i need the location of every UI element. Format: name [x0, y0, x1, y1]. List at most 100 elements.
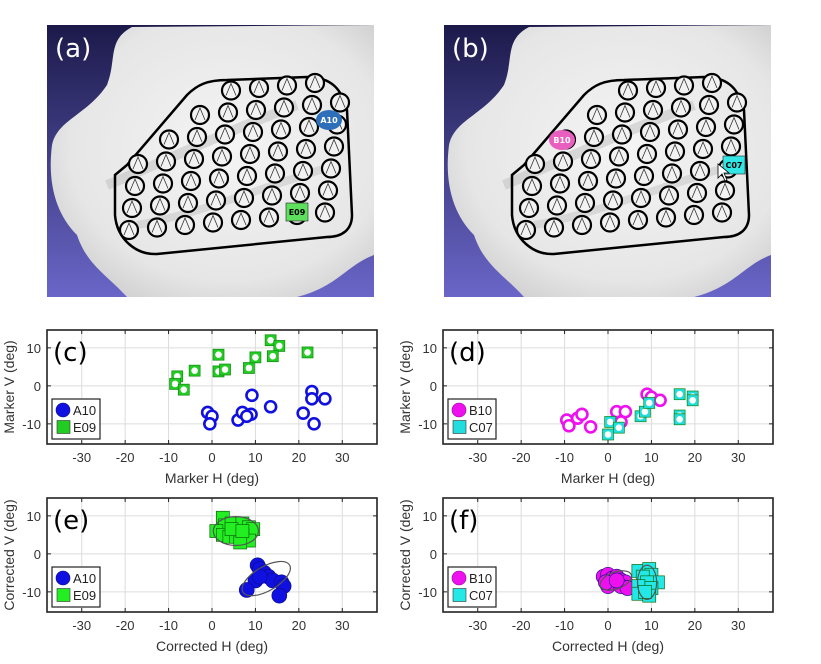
confidence-ellipse	[599, 570, 633, 591]
legend-marker-circle	[451, 402, 467, 418]
electrode	[614, 102, 636, 123]
data-point	[600, 578, 616, 594]
chart-panel-f: -30 -20 -10 0 10 20 30 -10 0 10 Corrected H (deg) C…	[397, 497, 774, 654]
confidence-ellipse	[636, 564, 658, 601]
data-point	[318, 391, 332, 406]
electrode	[264, 163, 286, 184]
axes-box	[46, 497, 378, 613]
electrode	[214, 124, 236, 145]
data-point-inner	[269, 352, 277, 360]
electrode-badge-e09: E09	[285, 202, 309, 222]
panel-label: (e)	[53, 506, 89, 536]
data-point	[634, 410, 647, 423]
data-point	[231, 413, 245, 427]
data-point-inner	[276, 342, 283, 350]
legend-item-e09: E09	[56, 588, 96, 603]
data-point-inner	[676, 390, 683, 398]
confidence-ellipse	[212, 516, 260, 547]
electrode	[273, 97, 295, 118]
electrode	[304, 72, 326, 94]
electrode	[686, 182, 708, 204]
electrode	[605, 168, 627, 189]
legend-marker-square	[56, 420, 71, 434]
data-point	[256, 565, 272, 581]
electrode	[683, 204, 705, 226]
data-point	[673, 409, 686, 422]
electrode-grid-outline	[510, 75, 751, 256]
electrode	[317, 180, 339, 201]
brain-render-a: (a) A10 E09	[47, 25, 374, 297]
electrode	[580, 148, 602, 170]
plot-area	[47, 498, 377, 612]
data-point	[275, 578, 292, 594]
x-axis-label: Corrected H (deg)	[156, 638, 268, 654]
electrode	[524, 153, 546, 175]
electrode	[645, 77, 667, 99]
data-point	[673, 388, 686, 401]
data-point	[598, 574, 614, 591]
electrode	[661, 163, 683, 184]
sulcus	[105, 100, 299, 190]
data-point	[235, 524, 250, 538]
data-point	[673, 413, 686, 426]
legend-label: C07	[469, 420, 493, 435]
data-point	[243, 362, 255, 374]
x-tick-label: 10	[248, 618, 262, 633]
data-point	[583, 420, 598, 434]
electrode-grid-outline	[113, 75, 354, 256]
electrode	[639, 121, 661, 143]
electrode	[673, 75, 695, 96]
data-point	[301, 346, 314, 359]
electrode	[323, 136, 345, 157]
data-point-inner	[215, 351, 222, 359]
data-point	[209, 524, 224, 538]
x-tick-label: -20	[116, 450, 135, 465]
data-point	[224, 522, 239, 537]
electrode	[518, 197, 540, 219]
electrode	[245, 99, 267, 121]
electrode	[236, 165, 258, 187]
y-tick-label: -10	[418, 417, 437, 432]
data-point	[171, 370, 184, 383]
x-axis-label: Marker H (deg)	[561, 470, 655, 486]
electrode	[698, 94, 720, 116]
data-point	[608, 568, 625, 585]
data-point	[613, 578, 629, 594]
data-point	[642, 588, 657, 603]
electrode	[233, 187, 255, 209]
data-point	[200, 405, 215, 420]
electrode	[202, 212, 224, 233]
data-point	[686, 394, 699, 407]
chart-panel-d: -30 -20 -10 0 10 20 30 -10 0 10 Marker H (deg) Mark…	[397, 329, 774, 486]
data-point	[266, 350, 279, 363]
electrode	[295, 138, 317, 160]
electrode	[577, 170, 599, 192]
electrode-badge-b10: B10	[549, 130, 575, 150]
electrode	[208, 168, 230, 189]
data-point	[251, 561, 268, 577]
data-point	[600, 566, 616, 583]
electrode	[636, 143, 658, 165]
electrode	[149, 195, 171, 216]
x-tick-label: 30	[731, 450, 745, 465]
data-point	[562, 418, 576, 433]
electrode	[574, 192, 596, 214]
x-tick-label: -30	[72, 450, 91, 465]
data-point	[238, 582, 255, 598]
y-tick-label: 0	[34, 379, 41, 394]
data-point-inner	[676, 412, 683, 419]
confidence-ellipse	[241, 560, 291, 597]
y-tick-label: 0	[34, 547, 41, 562]
data-point	[169, 378, 181, 390]
chart-panel-c: -30 -20 -10 0 10 20 30 -10 0 10 Marker H (deg) Mark…	[1, 329, 378, 486]
electrode	[127, 153, 149, 175]
legend-label: A10	[73, 403, 96, 418]
panel-label: (f)	[449, 506, 478, 536]
x-tick-label: -10	[159, 450, 178, 465]
electrode	[583, 126, 605, 148]
electrode	[211, 146, 233, 167]
y-tick-label: 0	[430, 379, 437, 394]
data-point-inner	[171, 380, 179, 388]
electrode	[701, 72, 723, 94]
